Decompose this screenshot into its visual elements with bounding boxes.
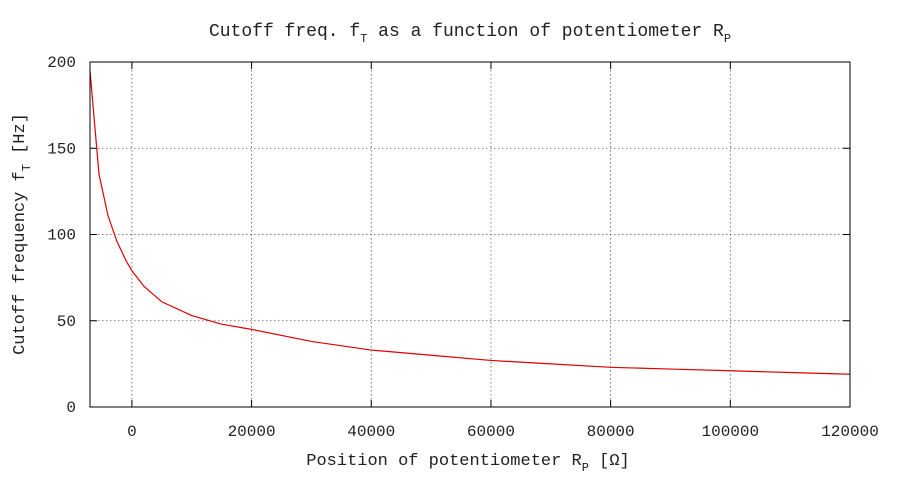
y-tick-label: 0 — [66, 399, 76, 417]
x-axis-label-sub: P — [582, 461, 589, 475]
chart-title-sub: T — [360, 32, 367, 46]
y-tick-label: 100 — [47, 227, 76, 245]
chart-title-rest: as a function of potentiometer R — [367, 22, 724, 42]
chart-title: Cutoff freq. fT as a function of potenti… — [209, 22, 731, 46]
chart-title-sub2: P — [724, 32, 731, 46]
plot-frame — [89, 61, 851, 408]
x-tick-label: 40000 — [347, 423, 395, 441]
x-tick-label: 60000 — [467, 423, 515, 441]
x-axis-label-main: Position of potentiometer R — [306, 452, 581, 471]
x-tick-label: 120000 — [821, 423, 879, 441]
x-axis-label: Position of potentiometer RP [Ω] — [306, 452, 629, 475]
y-axis-label: Cutoff frequency fT [Hz] — [11, 113, 34, 355]
y-axis-label-sub: T — [20, 164, 34, 171]
y-axis-label-rest: [Hz] — [11, 113, 30, 164]
x-tick-label: 20000 — [228, 423, 276, 441]
x-tick-label: 100000 — [702, 423, 760, 441]
y-axis-label-main: Cutoff frequency f — [11, 171, 30, 355]
x-tick-label: 80000 — [587, 423, 635, 441]
x-axis-label-rest: [Ω] — [589, 452, 630, 471]
chart-title-main: Cutoff freq. f — [209, 22, 360, 42]
cutoff-frequency-curve — [89, 70, 851, 375]
y-tick-label: 200 — [47, 54, 76, 72]
tick-labels: 0 20000 40000 60000 80000 100000 120000 0 50 100 1… — [47, 54, 879, 441]
x-tick-label: 0 — [127, 423, 137, 441]
grid-lines — [90, 62, 850, 407]
y-tick-label: 150 — [47, 140, 76, 158]
y-tick-label: 50 — [57, 313, 76, 331]
